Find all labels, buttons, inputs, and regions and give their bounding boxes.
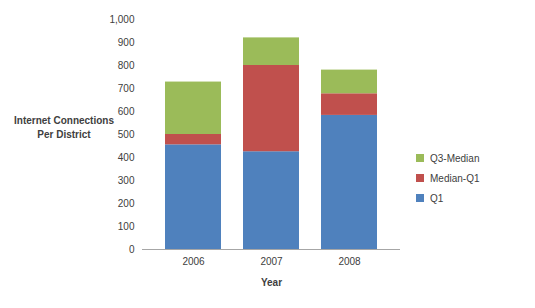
svg-text:0: 0 [129,244,135,255]
html-text:Q3-Median: Q3-Median [430,152,480,164]
svg-text:800: 800 [118,60,135,71]
html-text:Internet Connections Per Distr: Internet Connections Per District [14,115,114,140]
svg-text:2006: 2006 [182,256,205,267]
svg-text:200: 200 [118,198,135,209]
svg-text:300: 300 [118,175,135,186]
svg-text:Year: Year [261,277,282,288]
svg-text:100: 100 [118,221,135,232]
svg-text:900: 900 [118,37,135,48]
html-text:Median-Q1: Median-Q1 [430,172,480,184]
svg-text:600: 600 [118,106,135,117]
svg-text:700: 700 [118,83,135,94]
svg-text:2008: 2008 [338,256,361,267]
svg-text:500: 500 [118,129,135,140]
svg-text:400: 400 [118,152,135,163]
html-text:Q1: Q1 [430,192,444,204]
svg-text:2007: 2007 [260,256,283,267]
svg-text:1,000: 1,000 [109,14,134,25]
